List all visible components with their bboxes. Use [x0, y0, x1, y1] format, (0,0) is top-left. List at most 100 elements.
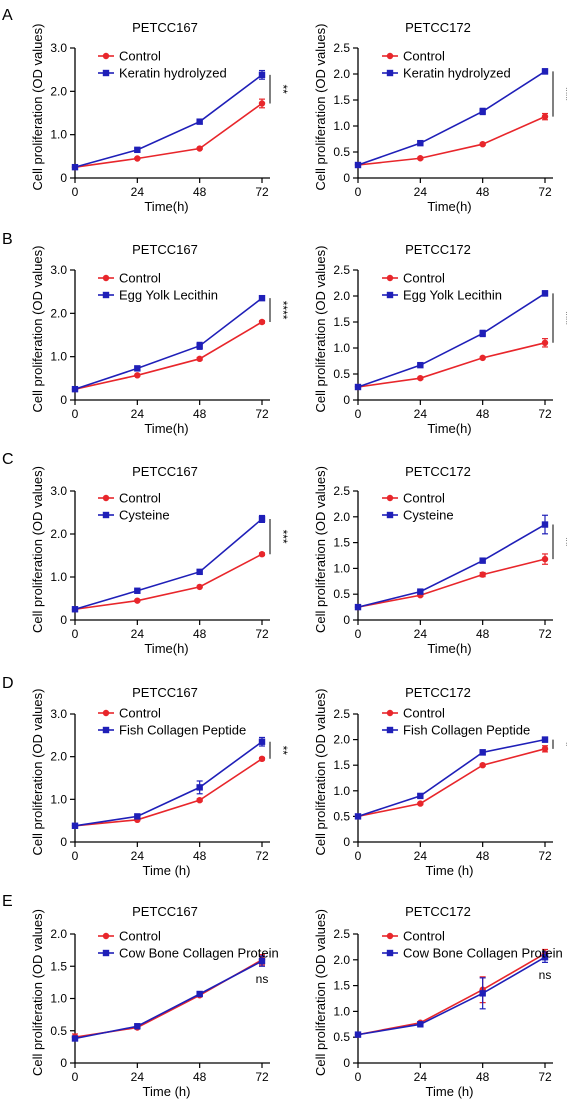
data-point-control [134, 372, 141, 379]
y-axis-title: Cell proliferation (OD values) [30, 909, 45, 1076]
x-tick-label: 24 [414, 407, 428, 421]
data-point-control [258, 318, 266, 326]
y-tick-label: 2.0 [50, 750, 67, 764]
data-point-treatment [541, 736, 549, 743]
y-tick-label: 1.5 [333, 315, 350, 329]
data-point-treatment [354, 1031, 362, 1038]
y-tick-label: 2.5 [333, 263, 350, 277]
data-point-treatment [71, 163, 79, 171]
y-tick-label: 0.5 [333, 587, 350, 601]
x-axis-title: Time(h) [427, 199, 471, 214]
y-tick-label: 0 [343, 393, 350, 407]
legend-marker-treatment [102, 291, 110, 299]
legend-label: Control [119, 491, 161, 506]
x-tick-label: 0 [72, 627, 79, 641]
data-point-treatment [196, 118, 203, 125]
x-tick-label: 24 [414, 627, 428, 641]
data-point-treatment [71, 822, 79, 829]
y-tick-label: 0.5 [333, 367, 350, 381]
legend-marker-treatment [386, 291, 394, 299]
x-axis-title: Time (h) [426, 863, 474, 878]
series-line-treatment [74, 518, 263, 611]
chart-title: PETCC172 [405, 20, 471, 35]
x-tick-label: 0 [72, 407, 79, 421]
data-point-treatment [354, 383, 362, 391]
x-tick-label: 24 [131, 627, 145, 641]
y-axis-title: Cell proliferation (OD values) [313, 24, 328, 191]
y-axis-title: Cell proliferation (OD values) [30, 246, 45, 413]
data-point-control [196, 583, 203, 591]
x-tick-label: 0 [355, 407, 362, 421]
y-tick-label: 2.0 [50, 84, 67, 98]
legend-marker-treatment [102, 511, 110, 519]
data-point-treatment [541, 954, 549, 961]
y-tick-label: 2.5 [333, 707, 350, 721]
chart-title: PETCC167 [132, 242, 198, 257]
data-point-treatment [258, 71, 266, 79]
data-point-control [479, 762, 486, 769]
legend-label: Egg Yolk Lecithin [119, 288, 218, 303]
legend-label: Control [119, 929, 161, 944]
legend-marker-control [102, 932, 110, 940]
y-tick-label: 0.5 [333, 145, 350, 159]
legend-label: Keratin hydrolyzed [119, 66, 227, 81]
data-point-treatment [479, 557, 486, 564]
data-point-treatment [196, 568, 203, 576]
data-point-control [541, 339, 549, 346]
data-point-treatment [417, 1021, 424, 1028]
x-tick-label: 24 [131, 407, 145, 421]
chart-c-2: PETCC172 0 0.5 1.0 1.5 2.0 2.5 0 24 48 72 Time(h) Ce… [313, 464, 567, 656]
x-tick-label: 72 [255, 849, 269, 863]
data-point-treatment [71, 606, 79, 613]
data-point-treatment [258, 957, 266, 965]
series-line-control [74, 102, 263, 168]
significance-label: ns [539, 968, 552, 982]
legend-label: Cow Bone Collagen Protein [119, 946, 279, 961]
y-tick-label: 2.0 [50, 527, 67, 541]
chart-b-1: PETCC167 0 1.0 2.0 3.0 0 24 48 72 Time(h) Cell pro… [30, 242, 290, 436]
series-line-control [74, 321, 263, 390]
significance-label: ** [276, 84, 290, 94]
chart-d-1: PETCC167 0 1.0 2.0 3.0 0 24 48 72 Time (h) Cell pr… [30, 685, 290, 878]
y-tick-label: 2.0 [333, 289, 350, 303]
legend-label: Control [119, 49, 161, 64]
legend-label: Control [119, 271, 161, 286]
legend-marker-control [386, 932, 394, 940]
y-tick-label: 0.5 [333, 809, 350, 823]
data-point-treatment [417, 361, 424, 369]
x-axis-title: Time(h) [427, 421, 471, 436]
x-tick-label: 0 [355, 627, 362, 641]
legend-marker-treatment [102, 726, 110, 734]
data-point-treatment [71, 1035, 79, 1042]
x-tick-label: 0 [355, 1070, 362, 1084]
y-tick-label: 1.0 [50, 992, 67, 1006]
chart-title: PETCC172 [405, 904, 471, 919]
y-tick-label: 1.0 [50, 350, 67, 364]
x-tick-label: 0 [72, 849, 79, 863]
x-tick-label: 24 [414, 1070, 428, 1084]
y-tick-label: 3.0 [50, 707, 67, 721]
data-point-treatment [479, 108, 486, 115]
legend-marker-treatment [386, 949, 394, 957]
significance-label: *** [276, 530, 290, 544]
x-tick-label: 0 [355, 849, 362, 863]
chart-title: PETCC172 [405, 242, 471, 257]
data-point-treatment [417, 139, 424, 147]
series-line-treatment [74, 960, 263, 1040]
x-tick-label: 48 [476, 1070, 490, 1084]
y-tick-label: 0 [343, 171, 350, 185]
significance-label: * [559, 742, 567, 747]
data-point-treatment [541, 68, 549, 75]
y-tick-label: 3.0 [50, 263, 67, 277]
x-tick-label: 24 [131, 185, 145, 199]
data-point-treatment [134, 587, 141, 594]
data-point-control [196, 355, 203, 363]
series-line-control [357, 952, 546, 1036]
y-tick-label: 2.5 [333, 484, 350, 498]
data-point-treatment [417, 792, 424, 800]
legend-label: Fish Collagen Peptide [403, 723, 530, 738]
legend-label: Control [119, 706, 161, 721]
significance-label: ** [276, 746, 290, 756]
legend-marker-control [102, 52, 110, 60]
legend-label: Control [403, 271, 445, 286]
